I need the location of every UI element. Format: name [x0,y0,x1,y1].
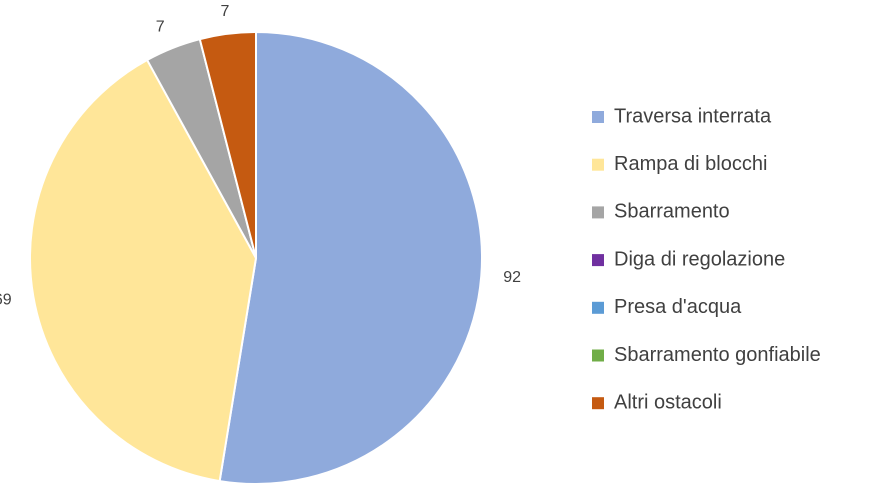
legend-label: Diga di regolazione [614,248,785,270]
legend-swatch [592,349,604,362]
legend-label: Altri ostacoli [614,391,722,413]
legend-label: Rampa di blocchi [614,153,767,175]
legend-swatch [592,206,604,219]
data-label: 7 [220,3,229,20]
data-label: 69 [0,291,12,308]
legend-label: Traversa interrata [614,105,772,127]
data-label: 7 [156,19,165,36]
legend-label: Presa d'acqua [614,296,742,318]
pie-slice [218,30,483,484]
pie-slice [198,30,257,259]
pie-slice [29,58,258,483]
legend-label: Sbarramento gonfiabile [614,344,821,366]
legend-swatch [592,111,604,123]
legend-swatch [592,397,604,410]
data-label: 92 [503,269,521,286]
legend-swatch [592,301,604,314]
legend-label: Sbarramento [614,201,730,223]
legend-swatch [592,158,604,171]
legend-swatch [592,254,604,267]
